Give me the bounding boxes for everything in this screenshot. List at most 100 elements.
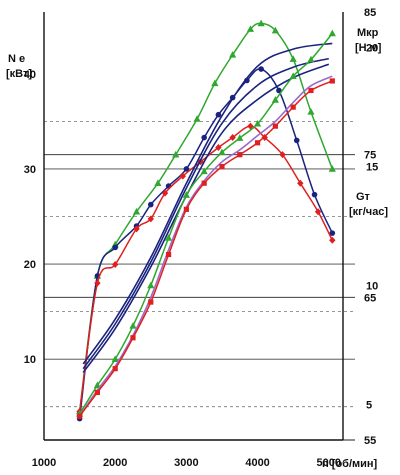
series-6-gt xyxy=(75,29,336,417)
x-tick-label-2000: 2000 xyxy=(103,457,127,469)
series-2-point-6 xyxy=(179,172,187,180)
ne-tick-label-20: 20 xyxy=(24,259,36,271)
mkr-axis-label-line1: Мкр xyxy=(357,27,379,39)
series-8-point-7 xyxy=(201,180,207,186)
series-6-point-12 xyxy=(289,72,297,79)
axes xyxy=(43,12,344,441)
series-8-point-2 xyxy=(112,366,118,372)
series-8-point-6 xyxy=(183,206,189,212)
series-5-ne xyxy=(82,63,330,373)
series-6-point-13 xyxy=(307,55,315,63)
series-6-line xyxy=(78,32,333,415)
series-5-line xyxy=(82,63,330,373)
data-series xyxy=(75,19,336,422)
series-6-point-3 xyxy=(129,322,137,329)
series-3-ne xyxy=(82,42,333,365)
series-8-point-3 xyxy=(130,335,136,341)
series-1-point-14 xyxy=(311,191,318,198)
series-8-gt xyxy=(76,78,335,419)
series-1-point-12 xyxy=(276,87,282,94)
series-6-point-6 xyxy=(182,191,190,198)
ne-tick-label-30: 30 xyxy=(24,164,36,176)
series-2-point-12 xyxy=(279,151,286,159)
series-8-point-9 xyxy=(237,152,243,158)
series-1-point-7 xyxy=(201,134,207,141)
series-8-point-14 xyxy=(329,78,335,84)
mkr-axis-label-line2: [Н м] xyxy=(355,42,382,54)
mkr-tick-label-55: 55 xyxy=(364,435,376,447)
series-1-point-8 xyxy=(215,111,222,118)
gt-tick-label-20: 20 xyxy=(366,43,378,55)
series-2-point-8 xyxy=(215,144,222,152)
series-0-point-14 xyxy=(328,165,336,172)
series-8-point-0 xyxy=(76,413,83,419)
series-2-point-4 xyxy=(147,215,154,223)
gt-axis-label-line1: Gт xyxy=(356,191,371,203)
series-2-point-15 xyxy=(329,236,336,244)
ne-tick-label-40: 40 xyxy=(24,69,36,81)
series-2-point-14 xyxy=(314,208,322,216)
series-0-point-11 xyxy=(271,26,279,34)
tick-labels: 1000 2000 3000 4000 5000 10 20 30 40 55 65 75 85 5 10 1… xyxy=(24,7,379,469)
series-4-line xyxy=(82,57,329,370)
series-6-point-10 xyxy=(253,119,262,127)
series-8-point-8 xyxy=(219,163,225,170)
x-tick-label-4000: 4000 xyxy=(245,457,269,469)
series-6-point-14 xyxy=(328,29,336,37)
gt-tick-label-10: 10 xyxy=(366,280,378,292)
series-3-line xyxy=(82,42,333,365)
series-8-point-10 xyxy=(254,140,261,146)
series-1-point-13 xyxy=(293,137,300,144)
series-6-point-5 xyxy=(164,234,173,241)
axis-labels: N e [кВт] Мкр [Н м] Gт [кг/час] n [об/ми… xyxy=(6,27,388,470)
mkr-tick-label-75: 75 xyxy=(364,150,376,162)
mkr-tick-label-65: 65 xyxy=(364,292,376,304)
mkr-tick-label-85: 85 xyxy=(364,7,376,19)
x-tick-label-3000: 3000 xyxy=(174,457,198,469)
gt-axis-label-line2: [кг/час] xyxy=(349,206,388,218)
series-1-point-2 xyxy=(112,244,118,251)
series-8-point-1 xyxy=(94,389,100,396)
ne-axis-label-line2: [кВт] xyxy=(6,68,32,80)
series-1-point-11 xyxy=(258,66,264,72)
x-tick-label-1000: 1000 xyxy=(32,457,56,469)
series-0-point-13 xyxy=(307,108,315,115)
series-6-point-8 xyxy=(218,148,226,156)
series-2-point-5 xyxy=(161,189,169,197)
series-0-point-4 xyxy=(154,179,162,186)
series-6-point-7 xyxy=(200,167,208,175)
series-0-mkr xyxy=(75,19,336,415)
series-0-point-10 xyxy=(257,19,265,27)
series-6-point-2 xyxy=(111,355,119,362)
ne-axis-label-line1: N e xyxy=(8,53,25,65)
series-2-point-2 xyxy=(111,261,119,269)
series-8-point-4 xyxy=(148,299,154,305)
x-tick-label-5000: 5000 xyxy=(317,457,341,469)
series-6-point-4 xyxy=(147,281,155,289)
series-2-mkr xyxy=(76,122,336,415)
series-1-point-15 xyxy=(329,230,336,236)
series-0-point-12 xyxy=(289,55,297,62)
series-0-point-6 xyxy=(193,115,201,122)
series-0-point-5 xyxy=(172,150,180,158)
series-2-point-1 xyxy=(94,279,101,287)
series-0-point-9 xyxy=(246,25,255,32)
gt-tick-label-15: 15 xyxy=(366,162,378,174)
series-6-point-11 xyxy=(271,96,279,103)
series-0-point-8 xyxy=(229,51,237,58)
series-2-point-3 xyxy=(133,225,140,233)
series-8-point-11 xyxy=(272,123,278,129)
series-2-line xyxy=(78,125,333,412)
gt-tick-label-5: 5 xyxy=(366,399,372,411)
series-6-point-9 xyxy=(236,134,244,141)
series-8-point-5 xyxy=(165,251,172,258)
series-0-line xyxy=(78,22,334,412)
series-0-point-3 xyxy=(132,207,141,215)
series-0-point-7 xyxy=(211,79,219,87)
series-8-point-12 xyxy=(290,104,296,110)
series-2-point-13 xyxy=(297,179,304,187)
series-8-point-13 xyxy=(308,87,314,94)
series-1-point-6 xyxy=(183,166,190,172)
series-2-point-9 xyxy=(229,134,236,142)
